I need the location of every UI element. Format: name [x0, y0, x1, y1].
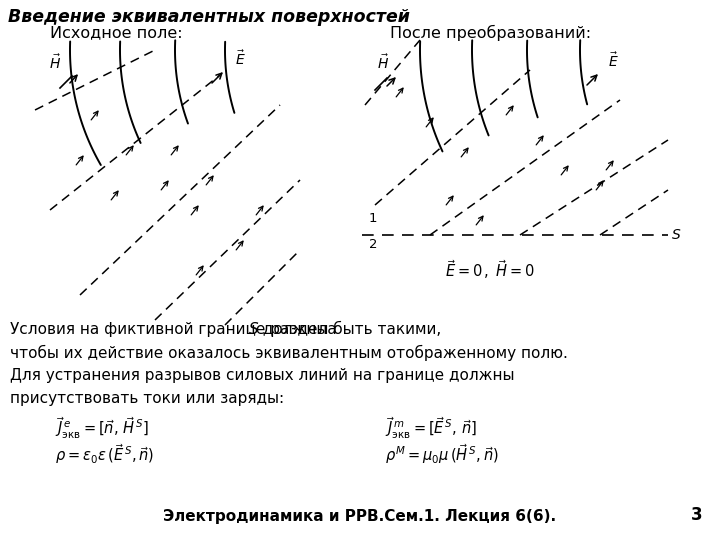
Text: $\vec{E}$: $\vec{E}$ [608, 51, 618, 70]
Text: S: S [249, 322, 258, 337]
Text: $\vec{H}$: $\vec{H}$ [49, 53, 61, 72]
Text: должны быть такими,: должны быть такими, [258, 322, 441, 337]
Text: $\vec{J}^{\,m}_{\text{экв}} = [\vec{E}^{\,S},\, \vec{n}]$: $\vec{J}^{\,m}_{\text{экв}} = [\vec{E}^{… [385, 416, 477, 441]
Text: $\vec{J}^{\,e}_{\text{экв}} = [\vec{n},\, \vec{H}^{\,S}]$: $\vec{J}^{\,e}_{\text{экв}} = [\vec{n},\… [55, 416, 149, 441]
Text: чтобы их действие оказалось эквивалентным отображенному полю.: чтобы их действие оказалось эквивалентны… [10, 345, 568, 361]
Text: После преобразований:: После преобразований: [390, 25, 591, 41]
Text: $\rho^{M} = \mu_0\mu\,(\vec{H}^{\,S}, \vec{n})$: $\rho^{M} = \mu_0\mu\,(\vec{H}^{\,S}, \v… [385, 442, 499, 466]
Text: $\rho = \varepsilon_0\varepsilon\,(\vec{E}^{\,S}, \vec{n})$: $\rho = \varepsilon_0\varepsilon\,(\vec{… [55, 442, 154, 466]
Text: Условия на фиктивной границе раздела: Условия на фиктивной границе раздела [10, 322, 341, 337]
Text: Исходное поле:: Исходное поле: [50, 25, 183, 40]
Text: $S$: $S$ [671, 228, 681, 242]
Text: присутствовать токи или заряды:: присутствовать токи или заряды: [10, 391, 284, 406]
Text: $\vec{E}$: $\vec{E}$ [235, 49, 246, 68]
Text: Для устранения разрывов силовых линий на границе должны: Для устранения разрывов силовых линий на… [10, 368, 515, 383]
Text: 3: 3 [691, 506, 703, 524]
Text: 1: 1 [369, 212, 377, 225]
Text: $\vec{H}$: $\vec{H}$ [377, 53, 389, 72]
Text: Введение эквивалентных поверхностей: Введение эквивалентных поверхностей [8, 8, 410, 26]
Text: Электродинамика и РРВ.Сем.1. Лекция 6(6).: Электродинамика и РРВ.Сем.1. Лекция 6(6)… [163, 509, 557, 524]
Text: $\vec{E}=0\,,\;\vec{H}=0$: $\vec{E}=0\,,\;\vec{H}=0$ [445, 259, 535, 281]
Text: 2: 2 [369, 238, 377, 251]
